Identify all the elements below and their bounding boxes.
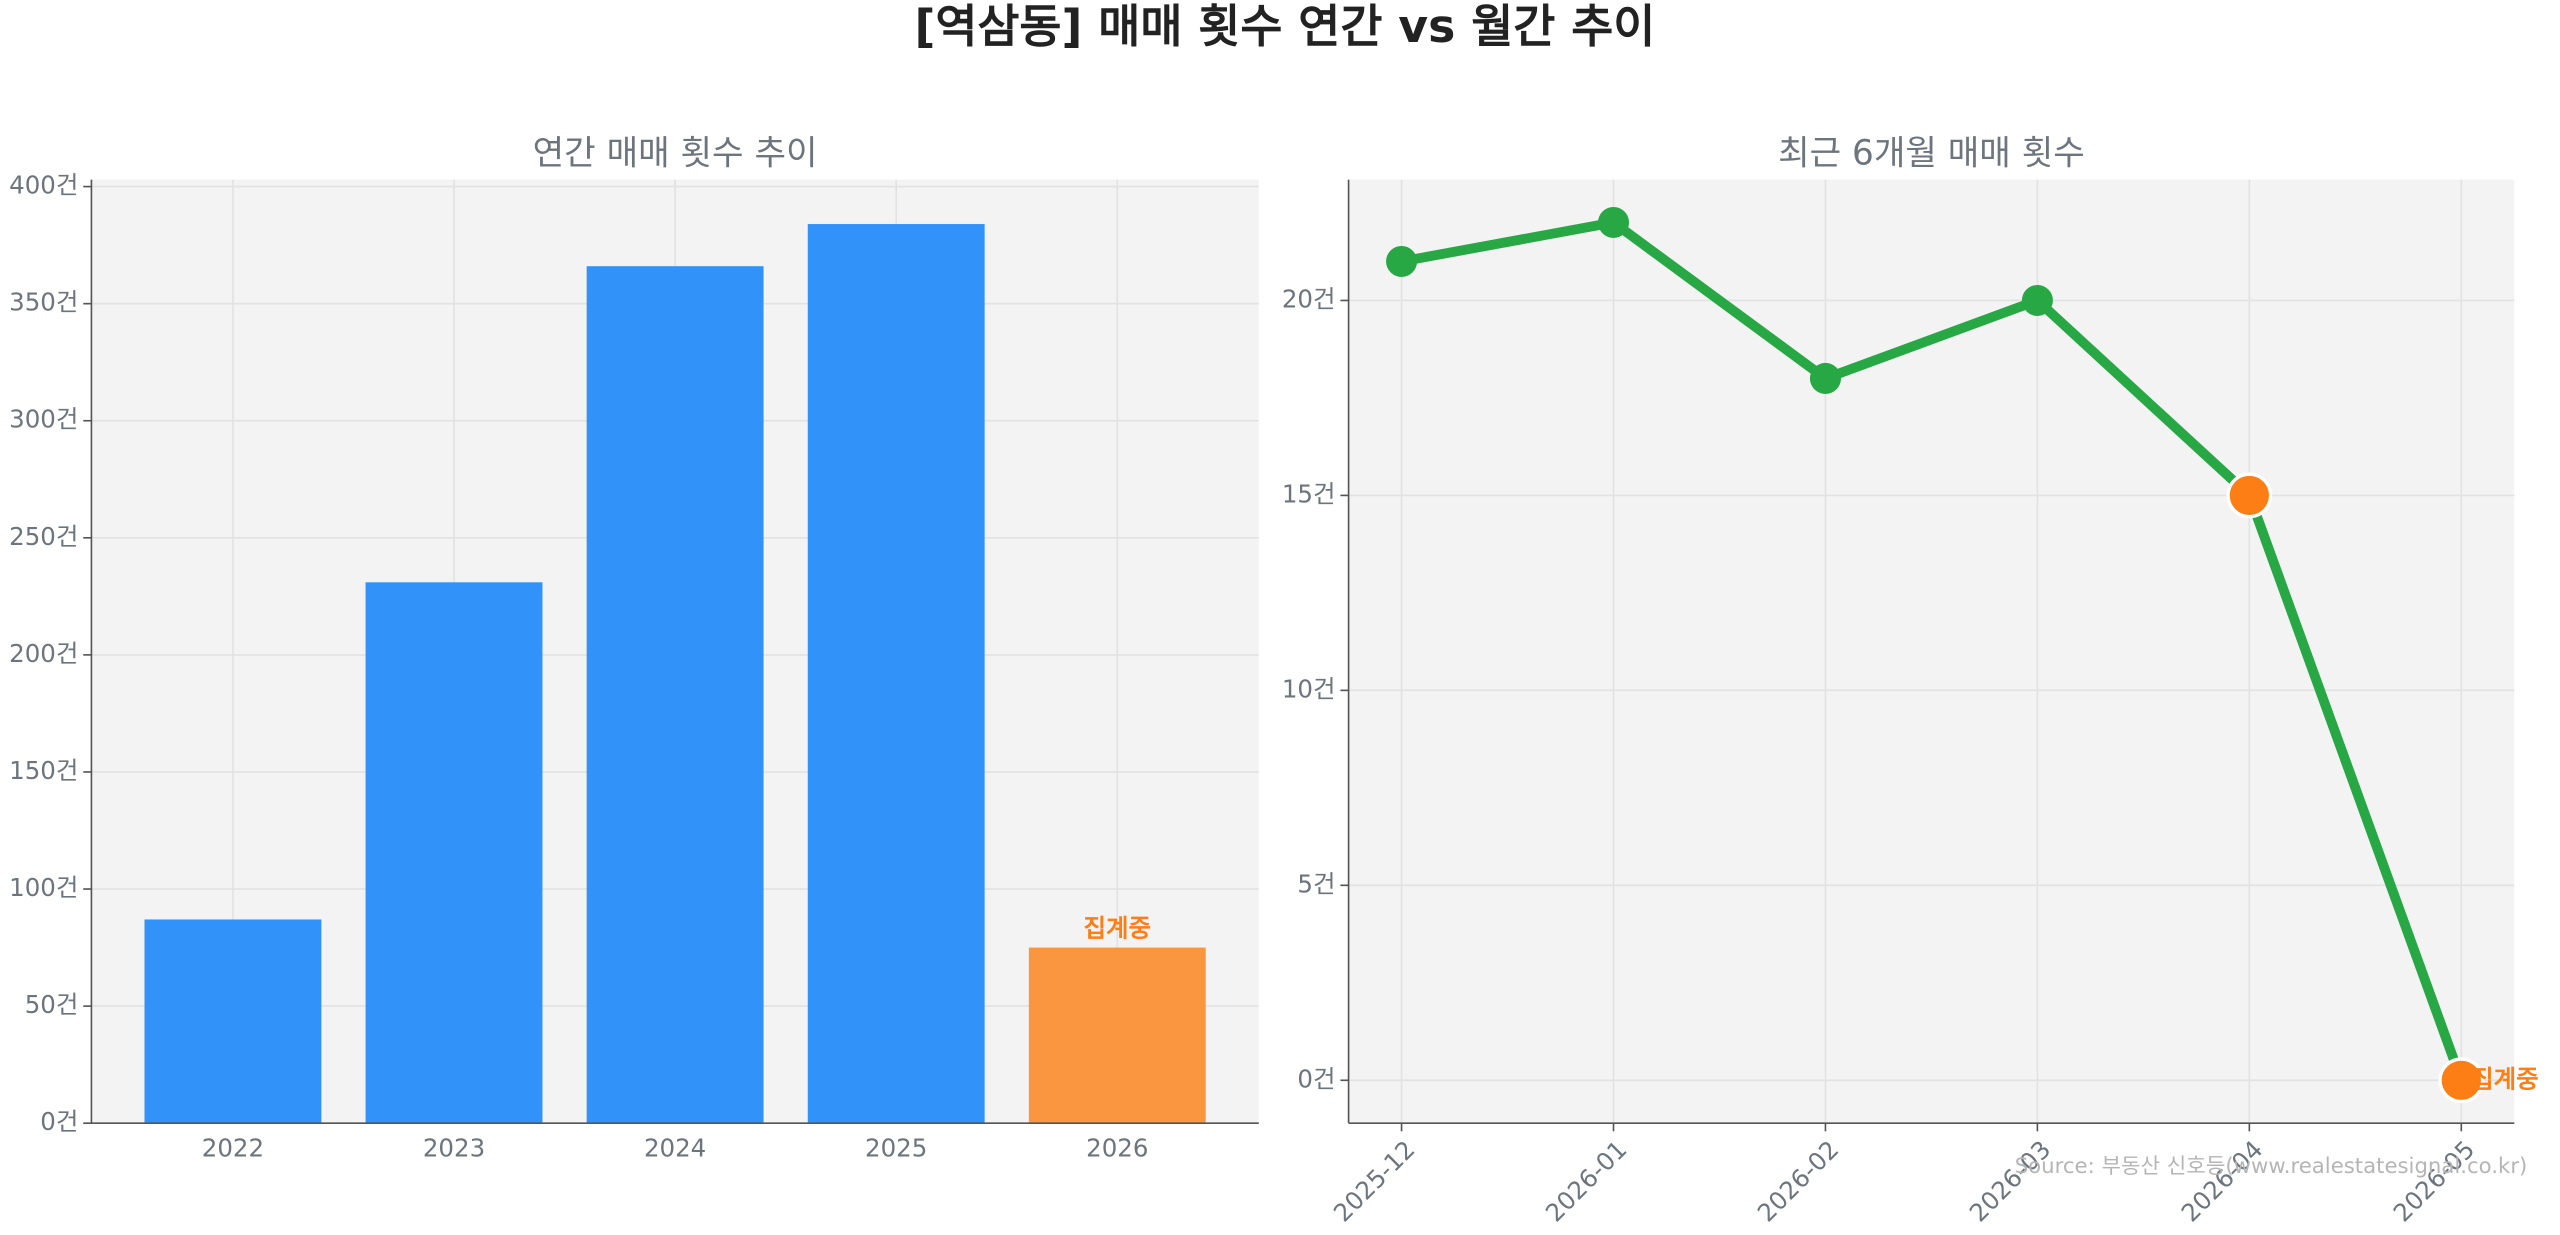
x-tick-label: 2026 xyxy=(1086,1133,1148,1162)
main-title: [역삼동] 매매 횟수 연간 vs 월간 추이 xyxy=(914,0,1655,53)
marker xyxy=(2226,472,2273,519)
annotation: 집계중 xyxy=(2471,1064,2539,1093)
x-tick-label: 2022 xyxy=(202,1133,264,1162)
x-tick-label: 2025 xyxy=(865,1133,927,1162)
y-tick-label: 15건 xyxy=(1282,479,1336,508)
x-tick-label: 2023 xyxy=(423,1133,485,1162)
line xyxy=(1400,217,2466,1082)
subplot-title: 최근 6개월 매매 횟수 xyxy=(1778,134,2085,174)
annotation: 집계중 xyxy=(1084,914,1152,943)
marker xyxy=(2438,1057,2485,1104)
y-tick-label: 5건 xyxy=(1297,869,1335,898)
y-tick-label: 150건 xyxy=(9,756,78,785)
y-tick-label: 0건 xyxy=(1297,1064,1335,1093)
x-tick-label: 2026-04 xyxy=(2176,1135,2269,1228)
y-tick-label: 400건 xyxy=(9,171,78,200)
y-tick-label: 250건 xyxy=(9,522,78,551)
marker xyxy=(1809,362,1841,394)
y-tick-label: 100건 xyxy=(9,873,78,902)
subplot-title: 연간 매매 횟수 추이 xyxy=(533,134,818,174)
x-tick-label: 2026-03 xyxy=(1964,1135,2057,1228)
marker xyxy=(2021,284,2053,316)
y-tick-label: 300건 xyxy=(9,405,78,434)
y-tick-label: 350건 xyxy=(9,288,78,317)
bar xyxy=(365,582,543,1124)
x-tick-label: 2026-01 xyxy=(1540,1135,1633,1228)
plot-area xyxy=(1348,179,2515,1124)
marker xyxy=(1386,245,1418,277)
x-tick-label: 2024 xyxy=(644,1133,706,1162)
y-tick-label: 50건 xyxy=(25,990,79,1019)
source: Source: 부동산 신호등(www.realestatesignal.co.… xyxy=(2015,1154,2528,1179)
x-tick-label: 2026-05 xyxy=(2387,1135,2480,1228)
y-tick-label: 10건 xyxy=(1282,674,1336,703)
x-tick-label: 2026-02 xyxy=(1752,1135,1845,1228)
y-tick-label: 20건 xyxy=(1282,284,1336,313)
bar xyxy=(1028,947,1206,1124)
bar xyxy=(144,919,322,1124)
x-tick-label: 2025-12 xyxy=(1328,1135,1421,1228)
y-tick-label: 200건 xyxy=(9,639,78,668)
y-tick-label: 0건 xyxy=(40,1107,78,1136)
bar xyxy=(807,224,985,1124)
bar xyxy=(586,266,764,1124)
marker xyxy=(1597,206,1630,238)
